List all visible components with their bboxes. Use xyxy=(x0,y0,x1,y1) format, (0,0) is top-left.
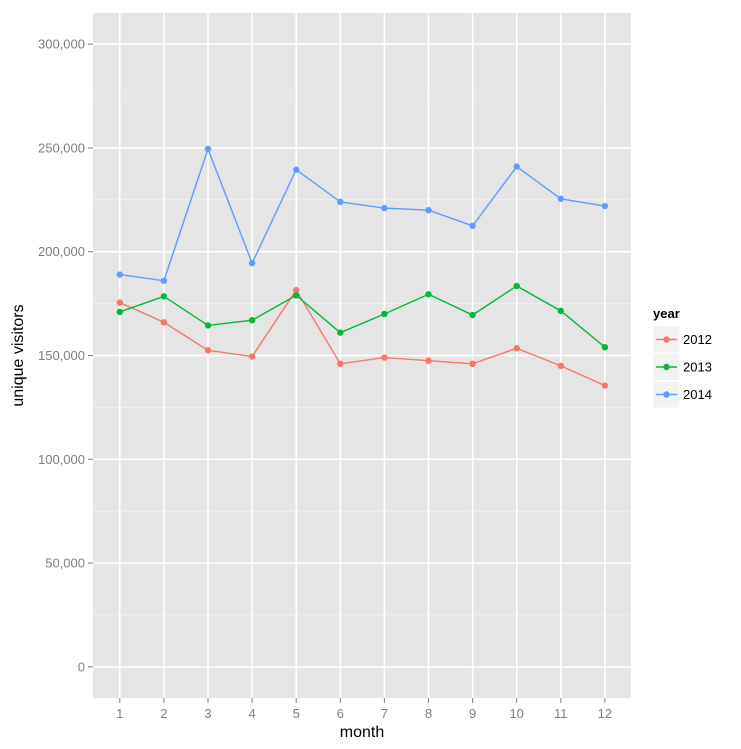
data-point-2012 xyxy=(204,347,212,354)
data-point-2014 xyxy=(248,259,256,267)
legend-label-2014: 2014 xyxy=(683,387,712,402)
x-tick-label: 5 xyxy=(293,706,300,721)
series-lines xyxy=(119,146,606,387)
data-point-2013 xyxy=(116,308,124,316)
data-point-2014 xyxy=(557,195,564,202)
data-point-2012 xyxy=(601,382,609,389)
x-tick-label: 12 xyxy=(598,706,612,721)
data-point-2012 xyxy=(293,286,300,294)
grid-minor xyxy=(93,95,631,616)
x-axis-title: month xyxy=(340,724,384,741)
data-point-2014 xyxy=(601,202,609,210)
y-tick-label: 150,000 xyxy=(38,348,85,363)
y-tick-label: 300,000 xyxy=(38,37,85,52)
data-point-2012 xyxy=(248,353,256,360)
data-point-2013 xyxy=(160,293,168,300)
y-tick-label: 250,000 xyxy=(38,140,85,155)
data-point-2013 xyxy=(337,329,344,336)
x-tick-label: 9 xyxy=(469,706,476,721)
data-point-2013 xyxy=(425,291,432,298)
data-point-2012 xyxy=(469,360,476,368)
legend: year 2012 2013 2014 xyxy=(652,306,712,409)
data-point-2014 xyxy=(337,198,344,206)
x-tick-label: 6 xyxy=(337,706,344,721)
legend-key-point xyxy=(663,391,670,398)
data-point-2013 xyxy=(204,322,212,329)
x-tick-label: 10 xyxy=(509,706,523,721)
y-tick-label: 0 xyxy=(78,659,85,674)
data-point-2013 xyxy=(469,311,476,319)
data-point-2014 xyxy=(513,163,520,170)
x-tick-label: 1 xyxy=(116,706,123,721)
x-tick-label: 7 xyxy=(381,706,388,721)
data-point-2014 xyxy=(116,271,124,278)
data-point-2014 xyxy=(160,277,168,284)
data-point-2012 xyxy=(337,360,344,368)
data-point-2013 xyxy=(293,292,300,299)
x-tick-label: 8 xyxy=(425,706,432,721)
x-tick-label: 2 xyxy=(160,706,167,721)
y-tick-label: 50,000 xyxy=(45,556,85,571)
y-tick-label: 200,000 xyxy=(38,244,85,259)
grid-major xyxy=(93,13,631,698)
x-tick-label: 11 xyxy=(554,706,568,721)
series-line-2013 xyxy=(119,285,606,348)
data-point-2013 xyxy=(601,343,609,351)
x-tick-label: 4 xyxy=(248,706,255,721)
data-point-2012 xyxy=(381,354,388,361)
series-line-2014 xyxy=(119,146,606,282)
legend-title: year xyxy=(653,306,680,321)
data-point-2013 xyxy=(557,307,564,315)
series-line-2012 xyxy=(119,288,606,387)
data-point-2012 xyxy=(116,299,124,306)
data-point-2013 xyxy=(248,317,256,324)
x-tick-label: 3 xyxy=(204,706,211,721)
y-tick-label: 100,000 xyxy=(38,452,85,467)
data-point-2014 xyxy=(469,222,476,229)
data-point-2014 xyxy=(204,145,212,153)
data-point-2013 xyxy=(513,282,520,290)
data-point-2012 xyxy=(557,362,564,370)
x-axis: 1 2 3 4 5 6 7 8 9 10 11 12 xyxy=(116,698,612,721)
y-axis: 0 50,000 100,000 150,000 200,000 250,000 300,0… xyxy=(38,37,93,674)
legend-key-point xyxy=(663,363,670,371)
data-point-2014 xyxy=(293,166,300,173)
data-point-2012 xyxy=(160,319,168,326)
series-points xyxy=(116,145,609,389)
y-axis-title: unique visitors xyxy=(10,304,27,406)
data-point-2013 xyxy=(381,310,388,318)
legend-label-2013: 2013 xyxy=(683,360,712,375)
legend-key-point xyxy=(663,336,670,343)
data-point-2012 xyxy=(513,345,520,352)
legend-label-2012: 2012 xyxy=(683,332,712,347)
data-point-2012 xyxy=(425,357,432,364)
data-point-2014 xyxy=(381,204,388,212)
data-point-2014 xyxy=(425,206,432,214)
